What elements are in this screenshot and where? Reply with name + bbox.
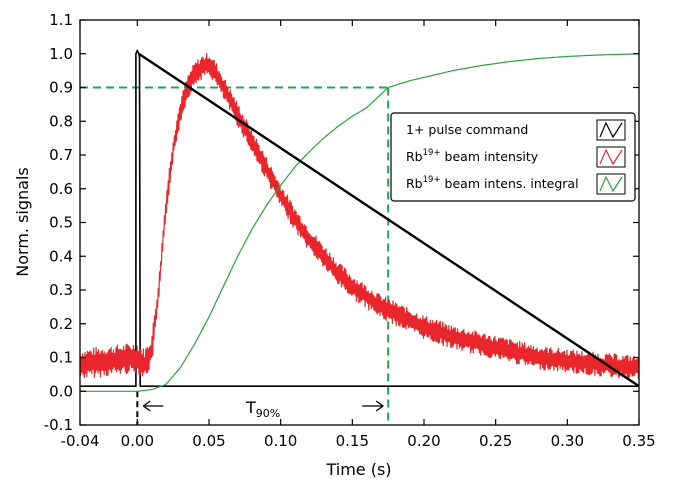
t90-annotation: T90% [142, 398, 384, 420]
series-line-3 [80, 53, 639, 392]
legend-label-3: Rb19+ beam intens. integral [406, 175, 579, 191]
y-axis: -0.1 0.0 0.1 0.2 0.3 0.4 0.5 0.6 0.7 0.8 0.9 1.0 1.1 [44, 11, 639, 434]
y-tick-label: -0.1 [44, 416, 73, 434]
y-tick-label: 0.1 [49, 349, 73, 367]
x-tick-label: 0.35 [622, 432, 655, 450]
legend-label-2: Rb19+ beam intensity [406, 148, 539, 164]
y-tick-label: 0.9 [49, 79, 73, 97]
series-line-1 [80, 49, 639, 387]
x-axis: -0.04 0.00 0.05 0.10 0.15 0.20 0.25 0.30 0.35 [61, 20, 656, 450]
y-tick-label: 0.6 [49, 180, 73, 198]
legend-swatch-line [599, 148, 623, 166]
x-tick-label: 0.15 [336, 432, 369, 450]
reference-lines [80, 86, 390, 425]
y-tick-label: 0.2 [49, 315, 73, 333]
y-tick-label: 0.3 [49, 281, 73, 299]
t90-arrowhead-left [142, 400, 151, 412]
y-tick-label: 0.4 [49, 247, 73, 265]
y-axis-title: Norm. signals [13, 167, 32, 276]
series-line-2 [80, 52, 639, 379]
x-tick-label: 0.10 [264, 432, 297, 450]
y-tick-label: 0.0 [49, 382, 73, 400]
t90-arrowhead-right [375, 400, 384, 412]
legend-swatch-line [599, 175, 623, 193]
legend-swatch-box [596, 146, 626, 168]
y-tick-label: 1.0 [49, 45, 73, 63]
x-tick-label: -0.04 [61, 432, 100, 450]
y-tick-label: 0.8 [49, 112, 73, 130]
series-layer [80, 49, 639, 392]
y-tick-label: 0.7 [49, 146, 73, 164]
x-axis-title: Time (s) [325, 460, 391, 479]
x-tick-label: 0.05 [192, 432, 225, 450]
legend-box [390, 112, 636, 202]
y-tick-label: 1.1 [49, 11, 73, 29]
legend: 1+ pulse command Rb19+ beam intensity Rb19… [390, 112, 636, 202]
pulse-baseline [138, 52, 639, 388]
legend-label-1: 1+ pulse command [406, 122, 528, 137]
y-tick-label: 0.5 [49, 214, 73, 232]
x-tick-label: 0.00 [121, 432, 154, 450]
x-tick-label: 0.20 [407, 432, 440, 450]
legend-swatch-box [596, 119, 626, 141]
legend-swatch-line [599, 121, 623, 139]
legend-swatch-box [596, 173, 626, 195]
t90-label: T90% [245, 398, 280, 420]
x-tick-label: 0.25 [479, 432, 512, 450]
x-tick-label: 0.30 [551, 432, 584, 450]
